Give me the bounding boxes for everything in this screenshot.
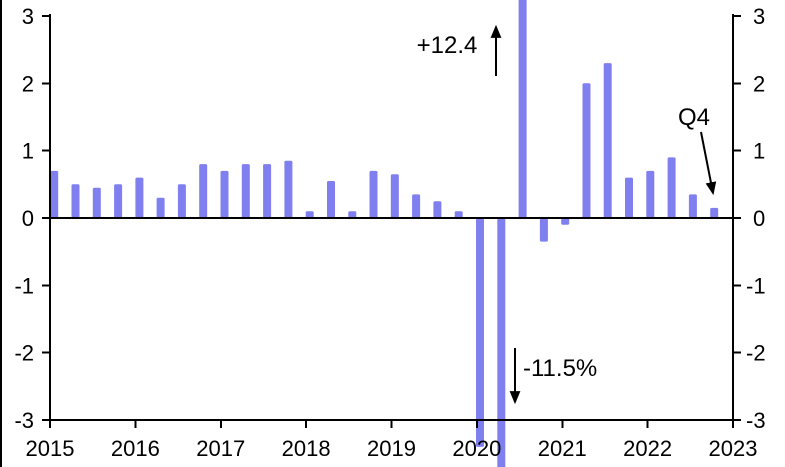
bar-2018-q1 bbox=[305, 211, 314, 218]
y-tick-label-left-1: 1 bbox=[22, 139, 34, 164]
x-tick-label-2020: 2020 bbox=[452, 436, 501, 461]
bar-2021-q2 bbox=[582, 83, 591, 218]
annotation-spike-up-label: +12.4 bbox=[417, 32, 478, 59]
bar-2021-q3 bbox=[603, 63, 612, 218]
y-tick-label-left-3: 3 bbox=[22, 4, 34, 29]
x-tick-label-2019: 2019 bbox=[367, 436, 416, 461]
bar-2019-q3 bbox=[433, 201, 442, 218]
bar-2022-q2 bbox=[667, 157, 676, 218]
y-tick-label-right-2: 2 bbox=[753, 71, 765, 96]
x-tick-label-2022: 2022 bbox=[623, 436, 672, 461]
y-tick-label-left--1: -1 bbox=[14, 273, 34, 298]
y-tick-label-left--2: -2 bbox=[14, 341, 34, 366]
y-tick-label-left--3: -3 bbox=[14, 408, 34, 433]
bar-2018-q4 bbox=[369, 170, 378, 218]
screen-left-edge-line bbox=[0, 0, 2, 467]
y-tick-label-right--2: -2 bbox=[746, 341, 766, 366]
bar-2022-q4 bbox=[710, 207, 719, 218]
y-tick-label-right--3: -3 bbox=[746, 408, 766, 433]
bar-2017-q2 bbox=[241, 164, 250, 218]
bar-2015-q1 bbox=[50, 170, 59, 218]
bar-2021-q1 bbox=[561, 218, 570, 225]
bar-2016-q3 bbox=[177, 184, 186, 218]
x-tick-label-2016: 2016 bbox=[111, 436, 160, 461]
y-tick-label-left-0: 0 bbox=[22, 206, 34, 231]
bar-2017-q3 bbox=[263, 164, 272, 218]
bar-2018-q2 bbox=[327, 181, 335, 218]
x-tick-label-2023: 2023 bbox=[709, 436, 758, 461]
bar-2022-q3 bbox=[688, 194, 697, 218]
annotation-spike-down-label: -11.5% bbox=[523, 355, 597, 382]
y-tick-label-left-2: 2 bbox=[22, 71, 34, 96]
x-tick-label-2021: 2021 bbox=[538, 436, 587, 461]
bar-2016-q4 bbox=[199, 164, 208, 218]
bar-2018-q3 bbox=[348, 211, 357, 218]
bar-2017-q1 bbox=[220, 170, 229, 218]
x-tick-label-2018: 2018 bbox=[282, 436, 331, 461]
bar-2020-q3 bbox=[518, 0, 527, 218]
annotation-latest-label: Q4 bbox=[678, 104, 710, 131]
bar-2020-q1 bbox=[476, 218, 484, 447]
bar-2016-q1 bbox=[135, 177, 144, 218]
bar-2021-q4 bbox=[625, 177, 633, 218]
bar-2015-q2 bbox=[71, 184, 80, 218]
x-tick-label-2017: 2017 bbox=[196, 436, 245, 461]
y-tick-label-right--1: -1 bbox=[746, 273, 766, 298]
bar-2019-q4 bbox=[454, 211, 463, 218]
bar-2016-q2 bbox=[156, 197, 165, 218]
bar-2020-q2 bbox=[497, 218, 506, 467]
x-tick-label-2015: 2015 bbox=[26, 436, 75, 461]
bar-2019-q2 bbox=[412, 194, 421, 218]
bar-2019-q1 bbox=[390, 174, 399, 218]
bar-2022-q1 bbox=[646, 170, 655, 218]
bar-2020-q4 bbox=[539, 218, 548, 242]
y-tick-label-right-1: 1 bbox=[753, 139, 765, 164]
bar-2015-q3 bbox=[92, 187, 101, 218]
y-tick-label-right-3: 3 bbox=[753, 4, 765, 29]
y-tick-label-right-0: 0 bbox=[753, 206, 765, 231]
bar-2015-q4 bbox=[114, 184, 123, 218]
bar-2017-q4 bbox=[284, 160, 293, 218]
annotation-latest-arrow bbox=[700, 131, 717, 196]
